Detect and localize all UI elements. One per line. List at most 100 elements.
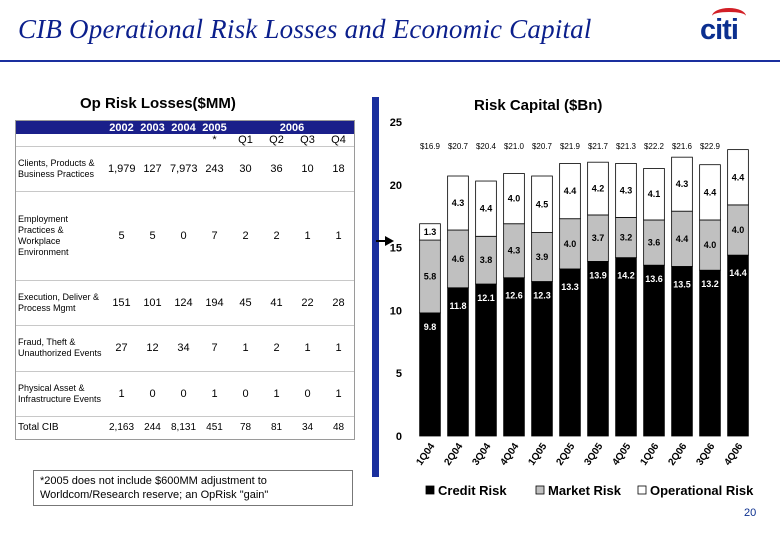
data-label: 13.5 [673, 279, 691, 289]
table-cell: 5 [137, 191, 168, 281]
x-tick-label: 1Q05 [526, 441, 549, 468]
data-label: 4.3 [452, 198, 465, 208]
subheader-cell: Q3 [292, 134, 323, 147]
subheader-cell [106, 134, 137, 147]
y-tick-label: 0 [396, 431, 402, 443]
data-label: 4.3 [620, 185, 633, 195]
y-tick-label: 20 [390, 180, 402, 192]
table-cell: 2 [261, 191, 292, 281]
x-tick-label: 3Q04 [470, 441, 493, 468]
table-cell: 0 [292, 370, 323, 417]
bar-segment-credit-risk [615, 257, 637, 437]
data-label: 13.2 [701, 279, 719, 289]
x-tick-label: 2Q04 [442, 441, 465, 468]
data-label: 4.6 [452, 254, 465, 264]
data-label: 4.4 [480, 204, 493, 214]
data-label: 3.2 [620, 233, 633, 243]
table-cell: 451 [199, 415, 230, 439]
data-label: 9.8 [424, 322, 437, 332]
table-cell: 28 [323, 279, 354, 326]
bar-segment-credit-risk [475, 283, 497, 437]
data-label: 4.4 [676, 234, 689, 244]
data-label: 12.6 [505, 291, 523, 301]
subheader-cell [168, 134, 199, 147]
table-cell: 0 [168, 191, 199, 281]
data-label: 4.3 [676, 179, 689, 189]
arrow-right-icon [385, 236, 394, 246]
y-tick-label: 25 [390, 117, 402, 129]
table-cell: 0 [137, 370, 168, 417]
y-tick-label: 15 [390, 243, 402, 255]
table-cell: 5 [106, 191, 137, 281]
table-cell: 7 [199, 325, 230, 372]
table-cell: 30 [230, 145, 261, 192]
header-year: 2004 [168, 121, 199, 134]
logo-text: citi [700, 14, 739, 46]
row-category: Physical Asset & Infrastructure Events [16, 370, 106, 417]
data-label: 13.3 [561, 282, 579, 292]
bar-segment-operational-risk [531, 175, 553, 233]
table-cell: 34 [168, 325, 199, 372]
data-label: 3.6 [648, 238, 661, 248]
table-cell: 36 [261, 145, 292, 192]
table-cell: 48 [323, 415, 354, 439]
data-label: 11.8 [449, 301, 466, 311]
table-cell: 127 [137, 145, 168, 192]
row-category: Fraud, Theft & Unauthorized Events [16, 325, 106, 372]
table-cell: 7,973 [168, 145, 199, 192]
subheader-cell: Q2 [261, 134, 292, 147]
footnote: *2005 does not include $600MM adjustment… [33, 470, 353, 506]
bar-segment-credit-risk [503, 277, 525, 437]
table-cell: 1 [323, 370, 354, 417]
subheader-blank [16, 134, 106, 147]
bar-segment-operational-risk [671, 156, 693, 212]
subheader-cell [137, 134, 168, 147]
legend-swatch [637, 485, 647, 495]
total-row: Total CIB 2,163 244 8,131 451 78 81 34 48 [16, 415, 354, 439]
data-label: 3.7 [592, 233, 605, 243]
bar-segment-operational-risk [699, 164, 721, 221]
bar-segment-credit-risk [671, 266, 693, 437]
table-cell: 12 [137, 325, 168, 372]
bar-segment-operational-risk [447, 175, 469, 231]
total-label: $22.2 [644, 142, 665, 151]
table-cell: 18 [323, 145, 354, 192]
table-cell: 81 [261, 415, 292, 439]
table-cell: 7 [199, 191, 230, 281]
table-cell: 1 [323, 191, 354, 281]
bar-segment-operational-risk [727, 149, 749, 206]
table-cell: 124 [168, 279, 199, 326]
total-label: $22.9 [700, 142, 721, 151]
table-cell: 27 [106, 325, 137, 372]
table-cell: 2 [230, 191, 261, 281]
data-label: 4.2 [592, 184, 605, 194]
title-rule [0, 60, 780, 62]
x-tick-label: 4Q05 [610, 441, 633, 468]
table-cell: 45 [230, 279, 261, 326]
citi-logo: citi [700, 8, 756, 46]
data-label: 4.4 [732, 172, 745, 182]
header-year: 2005 [199, 121, 230, 134]
data-label: 13.9 [589, 270, 607, 280]
table-row: Clients, Products & Business Practices 1,… [16, 145, 354, 192]
subheader-cell: Q4 [323, 134, 354, 147]
bar-segment-credit-risk [587, 261, 609, 437]
op-risk-losses-table: 2002 2003 2004 2005 2006 * Q1 Q2 Q3 Q4 C… [15, 120, 355, 440]
data-label: 4.0 [704, 240, 717, 250]
bar-segment-operational-risk [419, 223, 441, 241]
data-label: 4.0 [508, 194, 521, 204]
legend-swatch [535, 485, 545, 495]
bar-segment-operational-risk [643, 168, 665, 221]
table-cell: 194 [199, 279, 230, 326]
bar-segment-credit-risk [727, 254, 749, 437]
total-label: $21.7 [588, 142, 609, 151]
table-body: Clients, Products & Business Practices 1,… [16, 145, 354, 439]
data-label: 4.4 [564, 186, 577, 196]
bar-segment-credit-risk [559, 268, 581, 437]
data-label: 4.5 [536, 199, 549, 209]
y-tick-label: 10 [390, 305, 402, 317]
table-cell: 2 [261, 325, 292, 372]
x-tick-label: 4Q06 [722, 441, 745, 468]
row-category: Employment Practices & Workplace Environ… [16, 191, 106, 281]
table-cell: 1,979 [106, 145, 137, 192]
